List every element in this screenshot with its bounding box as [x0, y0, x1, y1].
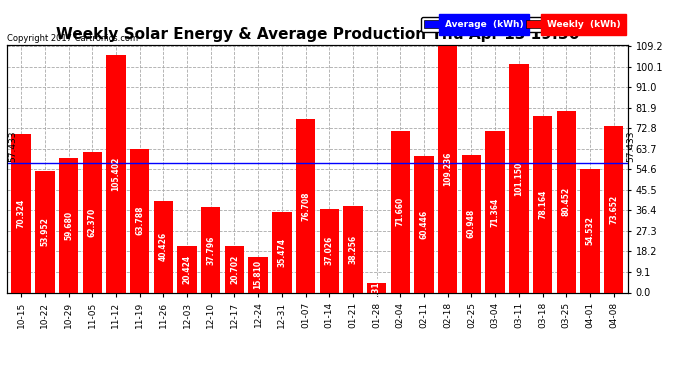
Bar: [367, 283, 386, 292]
Text: 73.652: 73.652: [609, 195, 618, 224]
Bar: [225, 246, 244, 292]
Bar: [59, 158, 78, 292]
Text: 20.702: 20.702: [230, 255, 239, 284]
Text: 76.708: 76.708: [301, 191, 310, 221]
Text: 20.424: 20.424: [183, 255, 192, 284]
Text: 109.236: 109.236: [443, 152, 452, 186]
Text: Copyright 2017 Cartronics.com: Copyright 2017 Cartronics.com: [7, 33, 138, 42]
Text: 80.452: 80.452: [562, 187, 571, 216]
Bar: [486, 132, 505, 292]
Bar: [83, 152, 102, 292]
Bar: [177, 246, 197, 292]
Bar: [462, 155, 481, 292]
Bar: [604, 126, 623, 292]
Bar: [533, 116, 552, 292]
Bar: [248, 257, 268, 292]
Bar: [154, 201, 173, 292]
Text: 101.150: 101.150: [514, 161, 524, 195]
Text: 35.474: 35.474: [277, 238, 286, 267]
Text: 71.364: 71.364: [491, 197, 500, 226]
Bar: [296, 119, 315, 292]
Text: 38.256: 38.256: [348, 235, 357, 264]
Text: 78.164: 78.164: [538, 190, 547, 219]
Text: 15.810: 15.810: [254, 260, 263, 289]
Text: 40.426: 40.426: [159, 232, 168, 261]
Bar: [414, 156, 434, 292]
Bar: [130, 148, 149, 292]
Text: 37.796: 37.796: [206, 235, 215, 264]
Bar: [272, 213, 292, 292]
Bar: [391, 131, 410, 292]
Bar: [343, 206, 363, 292]
Bar: [557, 111, 576, 292]
Bar: [509, 64, 529, 292]
Bar: [201, 207, 221, 292]
Bar: [438, 46, 457, 292]
Title: Weekly Solar Energy & Average Production Thu Apr 13 19:36: Weekly Solar Energy & Average Production…: [56, 27, 579, 42]
Text: 54.532: 54.532: [586, 216, 595, 245]
Text: 53.952: 53.952: [40, 217, 49, 246]
Text: 4.312: 4.312: [372, 276, 381, 300]
Text: 60.446: 60.446: [420, 210, 428, 239]
Bar: [35, 171, 55, 292]
Text: 57.433: 57.433: [8, 130, 17, 162]
Bar: [319, 209, 339, 292]
Bar: [580, 170, 600, 292]
Text: 71.660: 71.660: [396, 197, 405, 226]
Bar: [12, 134, 31, 292]
Text: 57.433: 57.433: [627, 130, 635, 162]
Text: 105.402: 105.402: [111, 156, 121, 191]
Text: 70.324: 70.324: [17, 198, 26, 228]
Legend: Average  (kWh), Weekly  (kWh): Average (kWh), Weekly (kWh): [422, 17, 623, 32]
Text: 37.026: 37.026: [325, 236, 334, 266]
Text: 62.370: 62.370: [88, 207, 97, 237]
Text: 59.680: 59.680: [64, 211, 73, 240]
Bar: [106, 55, 126, 292]
Text: 60.948: 60.948: [467, 209, 476, 238]
Text: 63.788: 63.788: [135, 206, 144, 235]
